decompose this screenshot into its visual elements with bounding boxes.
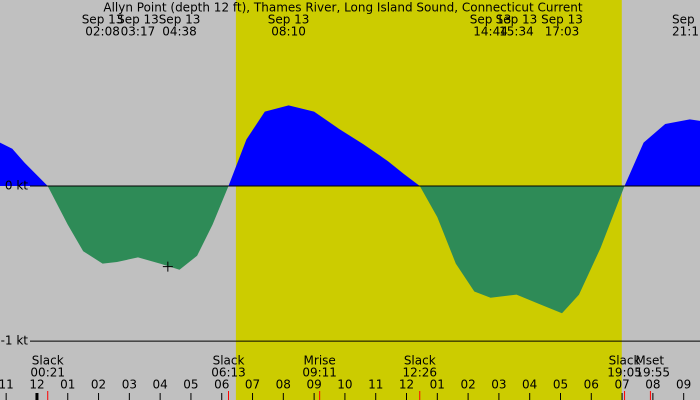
event-time: 04:38 [162,25,197,39]
x-tick-label: 12 [29,378,44,392]
chart-title: Allyn Point (depth 12 ft), Thames River,… [103,1,583,15]
event-time: 14:44 [473,25,508,39]
ebb-area [0,186,700,314]
x-tick-label: 04 [153,378,168,392]
event-time: 19:55 [635,366,670,380]
event-time: 06:13 [211,366,246,380]
x-tick-label: 07 [245,378,260,392]
current-time-marker [162,261,173,272]
flood-area [0,105,700,187]
x-tick-label: 01 [430,378,445,392]
x-tick-label: 08 [645,378,660,392]
x-tick-label: 12 [399,378,414,392]
x-tick-label: 06 [214,378,229,392]
event-date: Sep 13 [470,13,512,27]
x-tick-label: 11 [0,378,14,392]
y-tick-label: 0 kt [5,179,28,193]
x-tick-label: 06 [584,378,599,392]
x-tick-label: 08 [276,378,291,392]
event-date: Sep 13 [82,13,124,27]
x-tick-label: 09 [676,378,691,392]
event-name: Slack [32,354,64,368]
x-tick-label: 04 [522,378,537,392]
event-date: Sep [672,13,695,27]
x-tick-label: 07 [614,378,629,392]
x-tick-label: 05 [183,378,198,392]
x-tick-label: 03 [122,378,137,392]
x-tick-label: 11 [368,378,383,392]
x-tick-label: 02 [460,378,475,392]
x-tick-label: 10 [337,378,352,392]
event-date: Sep 13 [159,13,201,27]
event-name: Mrise [304,354,336,368]
x-tick-label: 02 [91,378,106,392]
x-tick-label: 09 [306,378,321,392]
event-date: Sep 13 [496,13,538,27]
event-time: 19:05 [607,366,642,380]
event-name: Mset [635,354,664,368]
event-time: 03:17 [121,25,156,39]
event-date: Sep 13 [268,13,310,27]
event-time: 09:11 [302,366,337,380]
x-tick-label: 05 [553,378,568,392]
event-time: 12:26 [402,366,437,380]
event-name: Slack [404,354,436,368]
y-tick-label: -1 kt [1,334,29,348]
event-time: 17:03 [545,25,580,39]
event-name: Slack [609,354,641,368]
event-name: Slack [213,354,245,368]
event-time: 08:10 [271,25,306,39]
x-tick-label: 03 [491,378,506,392]
event-time: 15:34 [499,25,534,39]
event-time: 21:1 [672,25,699,39]
event-date: Sep 13 [117,13,159,27]
event-date: Sep 13 [541,13,583,27]
event-time: 02:08 [85,25,120,39]
event-time: 00:21 [30,366,65,380]
x-tick-label: 01 [60,378,75,392]
